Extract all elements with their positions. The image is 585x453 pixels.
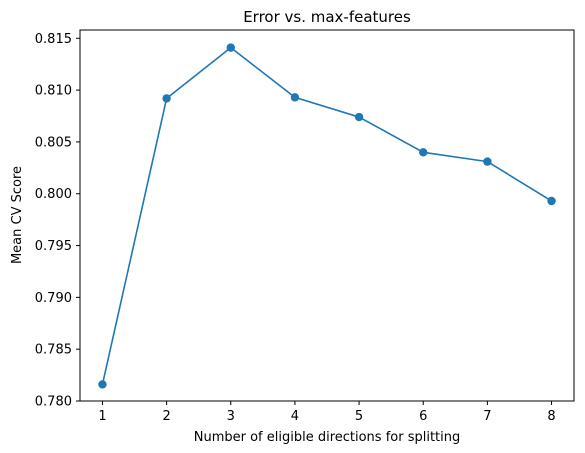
y-tick-label: 0.785 [35, 343, 72, 358]
y-tick-label: 0.805 [35, 135, 72, 150]
y-tick-label: 0.795 [35, 239, 72, 254]
data-point [354, 112, 364, 122]
y-tick-label: 0.800 [35, 187, 72, 202]
plot-frame [79, 29, 575, 402]
data-point [547, 196, 556, 206]
x-axis-title: Number of eligible directions for splitt… [194, 430, 461, 445]
y-tick-label: 0.780 [35, 395, 72, 410]
series-line [101, 46, 552, 385]
x-tick-label: 2 [162, 409, 170, 424]
data-point [483, 157, 492, 166]
data-point [98, 380, 107, 389]
x-tick-label: 5 [355, 409, 363, 424]
x-tick-label: 8 [547, 409, 555, 424]
x-tick-label: 4 [291, 409, 299, 424]
data-point [419, 148, 428, 157]
y-axis: 0.780 0.785 0.790 0.795 0.800 0.805 0.810 0.815 [35, 32, 80, 410]
x-tick-label: 7 [483, 409, 491, 424]
x-tick-label: 3 [227, 409, 235, 424]
x-axis: 1 2 3 4 5 6 7 8 [98, 401, 556, 424]
y-tick-label: 0.810 [35, 84, 72, 99]
x-tick-label: 1 [98, 409, 106, 424]
x-tick-label: 6 [419, 409, 427, 424]
series-layer [98, 43, 556, 389]
data-point [226, 43, 235, 52]
data-point [162, 94, 171, 103]
y-tick-label: 0.815 [35, 32, 72, 47]
chart-title: Error vs. max-features [243, 8, 411, 26]
y-tick-label: 0.790 [35, 291, 72, 306]
data-point [290, 93, 300, 102]
y-axis-title: Mean CV Score [10, 166, 25, 264]
